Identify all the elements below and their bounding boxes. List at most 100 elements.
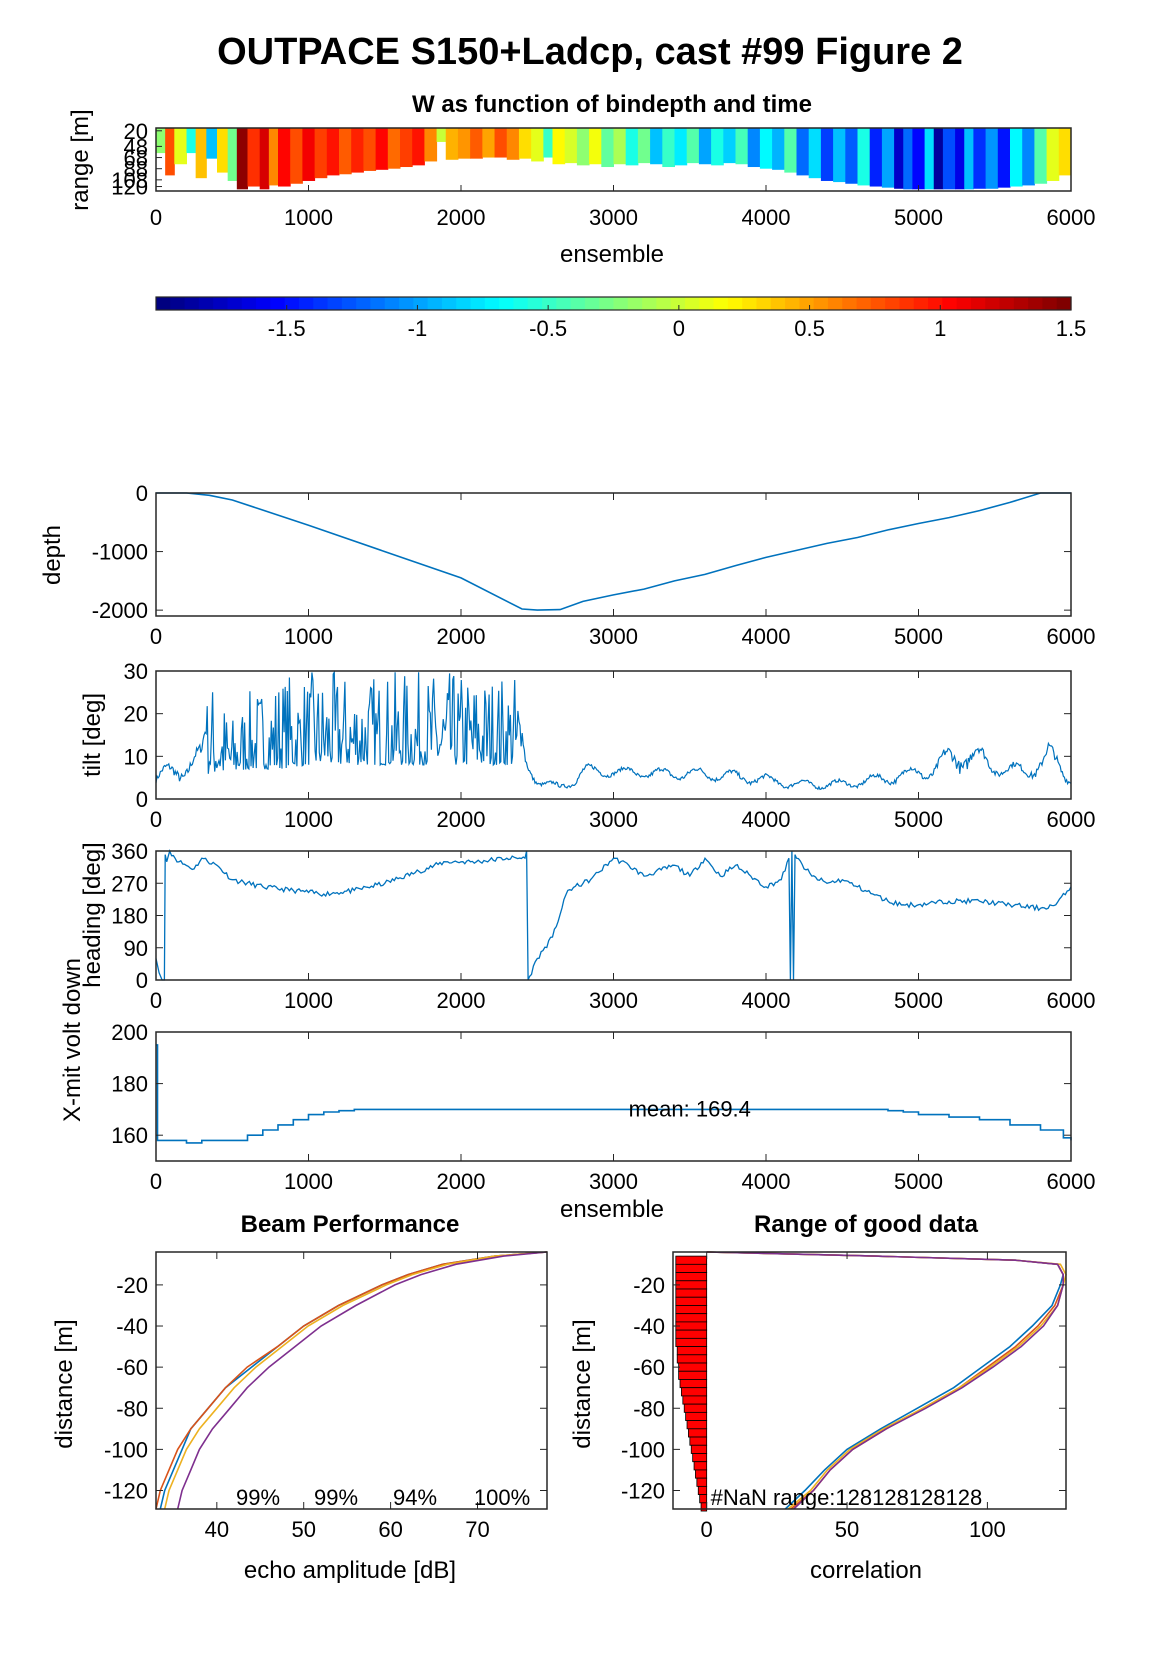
- w-section-ytick-label: 68: [124, 146, 148, 171]
- beam-xlabel: echo amplitude [dB]: [244, 1557, 456, 1584]
- beam-line: [163, 1251, 548, 1510]
- colorbar-segment: [256, 297, 271, 310]
- xmit-frame: [155, 1031, 1072, 1162]
- beam-ytick-label: -120: [104, 1478, 148, 1503]
- colorbar-segment: [213, 297, 229, 310]
- w-cell: [723, 128, 736, 164]
- heading-ytick-label: 90: [124, 936, 148, 961]
- colorbar-segment: [313, 297, 329, 310]
- w-cell: [339, 128, 352, 175]
- w-cell: [506, 128, 520, 160]
- depth-line: [156, 492, 1071, 611]
- beam-xtick-label: 50: [291, 1517, 315, 1542]
- heading-xtick-label: 0: [150, 988, 162, 1013]
- beam-frame: [155, 1251, 548, 1510]
- w-cell: [796, 128, 810, 176]
- tilt-ytick-label: 30: [124, 659, 148, 684]
- colorbar-segment: [985, 297, 1001, 310]
- nan-bar: [675, 1321, 708, 1331]
- xmit-xtick-label: 5000: [894, 1169, 943, 1194]
- beam-xtick-label: 40: [205, 1517, 229, 1542]
- w-cell: [236, 128, 248, 190]
- w-cell: [400, 128, 413, 168]
- colorbar-segment: [170, 297, 186, 310]
- w-cell: [363, 128, 377, 171]
- w-cell: [625, 128, 639, 166]
- w-cell: [589, 128, 602, 165]
- colorbar-segment: [556, 297, 572, 310]
- nan-bar: [692, 1453, 708, 1463]
- w-cell: [997, 128, 1011, 188]
- xmit-xlabel: ensemble: [560, 1196, 664, 1223]
- colorbar-segment: [684, 297, 700, 310]
- w-cell: [314, 128, 328, 179]
- w-cell: [1058, 128, 1072, 176]
- w-cell: [955, 128, 965, 190]
- heading-line: [155, 848, 1072, 981]
- colorbar-segment: [999, 297, 1015, 310]
- w-cell: [436, 128, 447, 142]
- w-section-ytick-label: 20: [124, 119, 148, 144]
- beam-percent-annotation: 100%: [474, 1485, 530, 1510]
- depth-xtick-label: 4000: [742, 624, 791, 649]
- colorbar-segment: [499, 297, 515, 310]
- depth-frame: [155, 492, 1072, 617]
- w-cell: [278, 128, 291, 187]
- depth-ylabel: depth: [39, 525, 66, 585]
- beam-percent-annotation: 99%: [236, 1485, 280, 1510]
- heading-xtick-label: 6000: [1047, 988, 1096, 1013]
- w-cell: [973, 128, 987, 189]
- w-cell: [165, 128, 175, 176]
- xmit-ytick-label: 180: [111, 1072, 148, 1097]
- nan-bar: [675, 1305, 708, 1315]
- w-cell: [217, 128, 229, 173]
- w-section-ytick-label: 120: [111, 175, 148, 200]
- correlation-line: [706, 1251, 1067, 1510]
- beam-ytick-label: -40: [116, 1314, 148, 1339]
- colorbar-segment: [913, 297, 929, 310]
- colorbar-segment: [899, 297, 915, 310]
- w-cell: [326, 128, 340, 176]
- colorbar-segment: [928, 297, 943, 310]
- colorbar-segment: [399, 297, 414, 310]
- colorbar-tick-label: 0.5: [794, 316, 825, 341]
- tilt-xtick-label: 2000: [437, 807, 486, 832]
- correlation-line: [706, 1251, 1064, 1510]
- nan-bar: [675, 1296, 708, 1306]
- colorbar-segment: [542, 297, 557, 310]
- w-cell: [674, 128, 688, 166]
- depth-ytick-label: -1000: [92, 540, 148, 565]
- w-cell: [531, 128, 544, 162]
- nan-bar: [676, 1354, 708, 1364]
- w-section-title: W as function of bindepth and time: [412, 91, 812, 118]
- w-section-xtick-label: 2000: [437, 205, 486, 230]
- range-ytick-label: -100: [621, 1437, 665, 1462]
- range-ytick-label: -80: [633, 1396, 665, 1421]
- xmit-xtick-label: 2000: [437, 1169, 486, 1194]
- tilt-xtick-label: 4000: [742, 807, 791, 832]
- colorbar-segment: [513, 297, 529, 310]
- w-cell: [1022, 128, 1035, 186]
- colorbar-segment: [1028, 297, 1044, 310]
- nan-bar: [678, 1370, 708, 1380]
- colorbar-segment: [799, 297, 815, 310]
- w-cell: [808, 128, 822, 179]
- xmit-ylabel: X-mit volt down: [59, 958, 86, 1122]
- colorbar-segment: [184, 297, 200, 310]
- heading-xtick-label: 3000: [589, 988, 638, 1013]
- colorbar-segment: [484, 297, 500, 310]
- nan-bar: [675, 1280, 708, 1290]
- colorbar-segment: [727, 297, 743, 310]
- nan-bar: [696, 1477, 708, 1487]
- heading-frame: [155, 850, 1072, 981]
- depth-xtick-label: 2000: [437, 624, 486, 649]
- beam-ytick-label: -60: [116, 1355, 148, 1380]
- xmit-xtick-label: 0: [150, 1169, 162, 1194]
- nan-bar: [675, 1255, 708, 1265]
- colorbar-segment: [156, 297, 171, 310]
- xmit-xtick-label: 1000: [284, 1169, 333, 1194]
- xmit-xtick-label: 4000: [742, 1169, 791, 1194]
- w-cell: [869, 128, 883, 187]
- colorbar-segment: [370, 297, 386, 310]
- nan-bar: [681, 1387, 708, 1397]
